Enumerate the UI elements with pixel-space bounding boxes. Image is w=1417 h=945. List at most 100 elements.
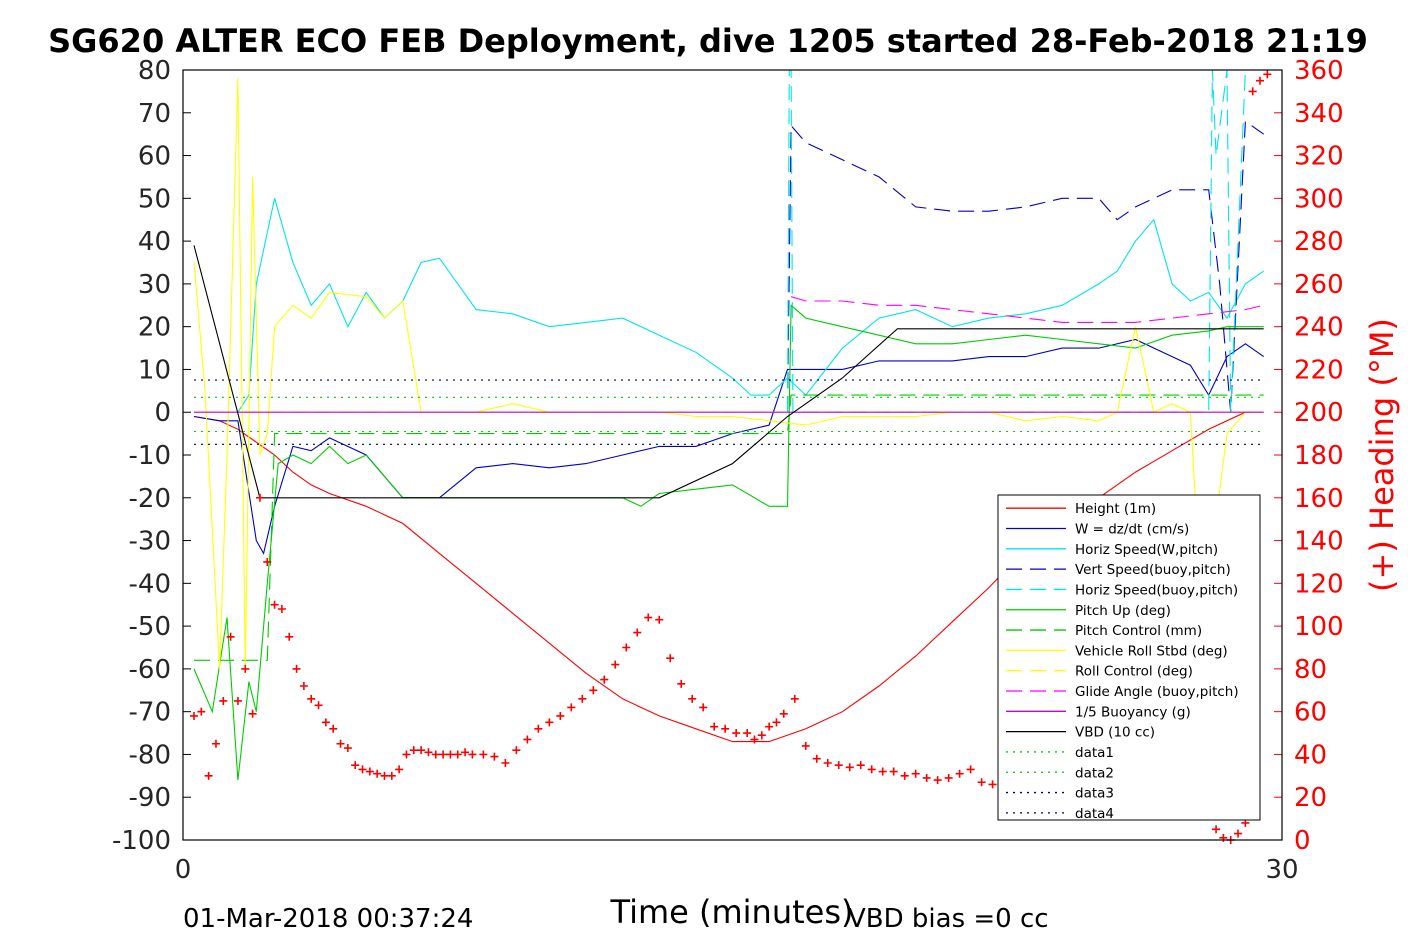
heading-point (955, 769, 964, 778)
heading-point (666, 654, 675, 663)
heading-point (633, 628, 642, 637)
heading-point (856, 761, 865, 770)
right-tick-label: 140 (1294, 527, 1344, 557)
heading-point (889, 767, 898, 776)
right-tick-label: 220 (1294, 355, 1344, 385)
heading-point (688, 694, 697, 703)
x-tick-label: 0 (175, 855, 192, 885)
heading-point (611, 660, 620, 669)
heading-point (439, 750, 448, 759)
heading-point (677, 679, 686, 688)
heading-point (944, 773, 953, 782)
heading-point (204, 771, 213, 780)
heading-point (1248, 87, 1257, 96)
heading-point (226, 632, 235, 641)
heading-point (644, 613, 653, 622)
heading-point (380, 771, 389, 780)
heading-point (233, 696, 242, 705)
heading-point (219, 696, 228, 705)
heading-point (867, 765, 876, 774)
heading-point (211, 739, 220, 748)
heading-point (878, 767, 887, 776)
left-tick-label: 50 (138, 184, 171, 214)
series-line-5 (193, 304, 1264, 781)
series-line-1 (193, 338, 1265, 555)
left-tick-label: 70 (138, 99, 171, 129)
series-line-3 (786, 120, 1265, 413)
heading-point (823, 759, 832, 767)
plot-area (189, 69, 1272, 844)
x-tick-label: 30 (1265, 855, 1298, 885)
heading-point (1234, 829, 1243, 838)
series-line-6 (194, 394, 1264, 661)
left-tick-label: -90 (129, 783, 171, 813)
heading-point (578, 694, 587, 703)
heading-point (779, 709, 788, 718)
heading-point (424, 748, 433, 757)
heading-point (933, 776, 942, 785)
left-tick-label: 60 (138, 142, 171, 172)
heading-point (790, 694, 799, 703)
heading-point (772, 718, 781, 727)
heading-point (834, 761, 843, 770)
heading-point (299, 682, 308, 690)
heading-point (545, 718, 554, 727)
series-line-4 (786, 69, 1264, 413)
heading-point (911, 769, 920, 778)
series-line-9 (790, 296, 1264, 323)
heading-point (743, 729, 752, 738)
heading-point (329, 724, 338, 733)
legend-label: data1 (1075, 745, 1114, 761)
heading-point (336, 739, 345, 748)
heading-point (501, 759, 510, 767)
right-tick-label: 340 (1294, 99, 1344, 129)
left-tick-label: 80 (138, 56, 171, 86)
left-tick-label: 30 (138, 270, 171, 300)
axis-ticks: 80706050403020100-10-20-30-40-50-60-70-8… (112, 56, 1344, 885)
heading-point (417, 746, 426, 755)
heading-point (534, 724, 543, 733)
left-tick-label: 40 (138, 227, 171, 257)
legend-label: 1/5 Buoyancy (g) (1075, 704, 1191, 720)
heading-point (373, 769, 382, 778)
legend-label: Height (1m) (1075, 501, 1156, 517)
heading-point (387, 771, 396, 780)
heading-point (1212, 825, 1221, 834)
heading-point (343, 744, 352, 753)
heading-point (255, 493, 264, 502)
right-tick-label: 120 (1294, 569, 1344, 599)
heading-point (285, 632, 294, 641)
heading-point (270, 600, 279, 609)
right-tick-label: 160 (1294, 484, 1344, 514)
series-line-2 (237, 198, 1265, 413)
left-tick-label: 0 (154, 398, 171, 428)
heading-point (277, 605, 286, 613)
heading-point (523, 735, 532, 744)
left-tick-label: 10 (138, 355, 171, 385)
left-tick-label: -10 (129, 441, 171, 471)
heading-point (365, 767, 374, 776)
heading-point (1256, 76, 1265, 85)
heading-point (263, 557, 272, 566)
plot-frame (182, 69, 1283, 841)
footer-timestamp: 01-Mar-2018 00:37:24 (183, 904, 473, 934)
legend-label: W = dz/dt (cm/s) (1075, 522, 1189, 538)
heading-point (321, 718, 330, 727)
heading-point (395, 765, 404, 774)
heading-point (710, 722, 719, 731)
right-tick-label: 40 (1294, 740, 1327, 770)
heading-point (622, 643, 631, 652)
heading-point (801, 741, 810, 750)
heading-point (351, 761, 360, 770)
heading-point (699, 703, 708, 712)
left-tick-label: -20 (129, 484, 171, 514)
heading-point (732, 729, 741, 738)
heading-point (314, 701, 323, 710)
heading-point (765, 722, 774, 731)
right-tick-label: 0 (1294, 826, 1311, 856)
right-tick-label: 80 (1294, 655, 1327, 685)
right-tick-label: 60 (1294, 698, 1327, 728)
heading-point (757, 731, 766, 740)
heading-point (1263, 70, 1272, 79)
